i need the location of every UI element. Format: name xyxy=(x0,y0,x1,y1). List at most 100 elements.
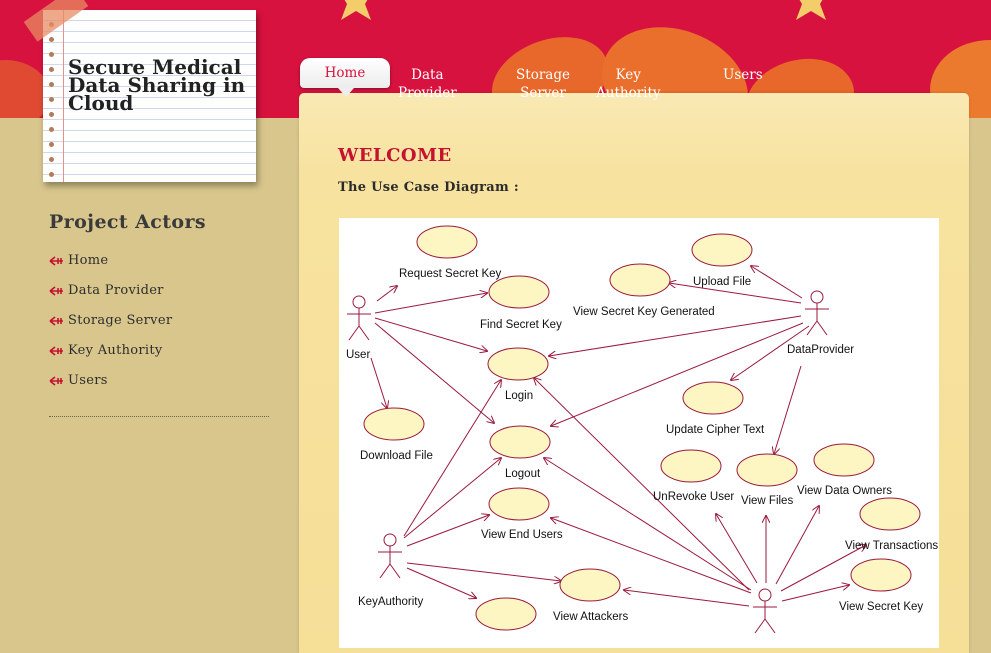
use-case-view-data-owners xyxy=(813,443,875,477)
label-view-attackers: View Attackers xyxy=(553,611,628,623)
nav-active-pointer xyxy=(338,88,354,97)
label-login: Login xyxy=(505,390,533,402)
notepad-hole xyxy=(49,142,54,147)
use-case-diagram-svg: Request Secret Key Find Secret Key Login… xyxy=(346,225,938,634)
server-to-view-data-owners-line xyxy=(775,506,819,585)
actor-keyauthority-label: KeyAuthority xyxy=(358,596,423,608)
notepad-hole xyxy=(49,127,54,132)
label-request-secret-key: Request Secret Key xyxy=(399,268,502,280)
provider-to-logout-line xyxy=(551,322,804,426)
sidebar-item-label: Home xyxy=(68,253,109,268)
star-icon xyxy=(341,0,371,20)
provider-to-login-line xyxy=(549,315,802,356)
nav-data-provider[interactable]: Data Provider xyxy=(398,67,457,101)
provider-to-view-files-line xyxy=(774,365,802,454)
server-to-view-attackers-line xyxy=(624,590,750,607)
actor-dataprovider-label: DataProvider xyxy=(787,344,854,356)
sidebar-item-label: Data Provider xyxy=(68,283,164,298)
association-lines xyxy=(370,266,866,607)
provider-to-view-secret-key-generated-line xyxy=(669,283,802,304)
use-case-request-secret-key xyxy=(416,225,478,259)
use-case-login xyxy=(487,347,549,381)
nav-storage-server[interactable]: Storage Server xyxy=(516,67,570,101)
authority-to-view-attackers-line xyxy=(406,562,561,581)
server-to-login-line xyxy=(534,378,750,591)
arrow-bullet-icon xyxy=(49,376,63,386)
sidebar-nav: Home Data Provider Storage Server Key Au… xyxy=(49,252,172,402)
use-case-view-transactions xyxy=(859,497,921,531)
sidebar-item-key-authority[interactable]: Key Authority xyxy=(49,342,172,372)
user-to-logout-line xyxy=(374,322,494,423)
notepad-hole xyxy=(49,172,54,177)
authority-to-login-line xyxy=(403,380,501,537)
nav-key-authority[interactable]: Key Authority xyxy=(596,67,661,101)
sidebar-item-label: Key Authority xyxy=(68,343,163,358)
use-case-find-secret-key xyxy=(488,275,550,309)
use-case-unlabeled xyxy=(475,597,537,631)
authority-to-view-end-users-line xyxy=(406,515,489,547)
site-title: Secure Medical Data Sharing in Cloud xyxy=(68,55,246,115)
label-unrevoke-user: UnRevoke User xyxy=(653,491,734,503)
sidebar-item-home[interactable]: Home xyxy=(49,252,172,282)
label-find-secret-key: Find Secret Key xyxy=(480,319,562,331)
actor-dataprovider-icon xyxy=(805,290,829,336)
site-logo[interactable]: Secure Medical Data Sharing in Cloud xyxy=(43,10,256,182)
sidebar-item-label: Storage Server xyxy=(68,313,173,328)
use-case-view-secret-key-generated xyxy=(609,263,671,297)
notepad-hole xyxy=(49,37,54,42)
notepad-hole xyxy=(49,157,54,162)
actor-user-icon xyxy=(347,295,371,341)
user-to-request-secret-key-line xyxy=(376,286,397,302)
use-case-diagram: Request Secret Key Find Secret Key Login… xyxy=(339,218,939,648)
server-to-logout-line xyxy=(544,458,752,591)
sidebar-divider xyxy=(49,416,269,417)
authority-to-unlabeled-use-case-line xyxy=(406,567,476,598)
user-to-download-file-line xyxy=(370,357,387,408)
use-case-upload-file xyxy=(691,233,753,267)
label-view-secret-key-generated: View Secret Key Generated xyxy=(573,306,715,318)
label-logout: Logout xyxy=(505,468,541,480)
label-view-end-users: View End Users xyxy=(481,529,563,541)
diagram-caption: The Use Case Diagram : xyxy=(338,180,519,195)
server-to-view-end-users-line xyxy=(551,518,752,594)
notepad-margin-line xyxy=(63,10,64,182)
notepad-hole xyxy=(49,67,54,72)
label-upload-file: Upload File xyxy=(693,276,751,288)
use-case-update-cipher-text xyxy=(682,381,744,415)
nav-users[interactable]: Users xyxy=(723,67,763,83)
provider-to-upload-file-line xyxy=(751,266,803,299)
actor-storage-server-icon xyxy=(753,588,777,634)
arrow-bullet-icon xyxy=(49,346,63,356)
label-view-transactions: View Transactions xyxy=(845,540,938,552)
notepad-hole xyxy=(49,52,54,57)
sidebar-item-users[interactable]: Users xyxy=(49,372,172,402)
user-to-login-line xyxy=(374,317,487,351)
sidebar-item-data-provider[interactable]: Data Provider xyxy=(49,282,172,312)
arrow-bullet-icon xyxy=(49,286,63,296)
use-case-view-files xyxy=(736,453,798,487)
star-icon xyxy=(796,0,826,20)
user-to-find-secret-key-line xyxy=(374,293,487,314)
provider-to-update-cipher-text-line xyxy=(731,325,810,380)
sidebar-item-storage-server[interactable]: Storage Server xyxy=(49,312,172,342)
use-case-unrevoke-user xyxy=(660,449,722,483)
use-case-view-end-users xyxy=(488,487,550,521)
sidebar-heading: Project Actors xyxy=(49,211,206,233)
authority-to-logout-line xyxy=(403,458,501,539)
label-view-data-owners: View Data Owners xyxy=(797,485,892,497)
arrow-bullet-icon xyxy=(49,316,63,326)
server-to-view-secret-key-line xyxy=(781,585,849,602)
use-case-download-file xyxy=(363,407,425,441)
actor-keyauthority-icon xyxy=(378,533,402,579)
nav-home[interactable]: Home xyxy=(300,58,390,88)
use-case-labels: Request Secret Key Find Secret Key Login… xyxy=(360,268,938,623)
use-case-view-attackers xyxy=(559,568,621,602)
label-view-secret-key: View Secret Key xyxy=(839,601,923,613)
label-view-files: View Files xyxy=(741,495,793,507)
content-panel: WELCOME The Use Case Diagram : xyxy=(299,93,969,653)
sidebar-item-label: Users xyxy=(68,373,108,388)
arrow-bullet-icon xyxy=(49,256,63,266)
notepad-hole xyxy=(49,82,54,87)
notepad-hole xyxy=(49,97,54,102)
notepad-hole xyxy=(49,112,54,117)
